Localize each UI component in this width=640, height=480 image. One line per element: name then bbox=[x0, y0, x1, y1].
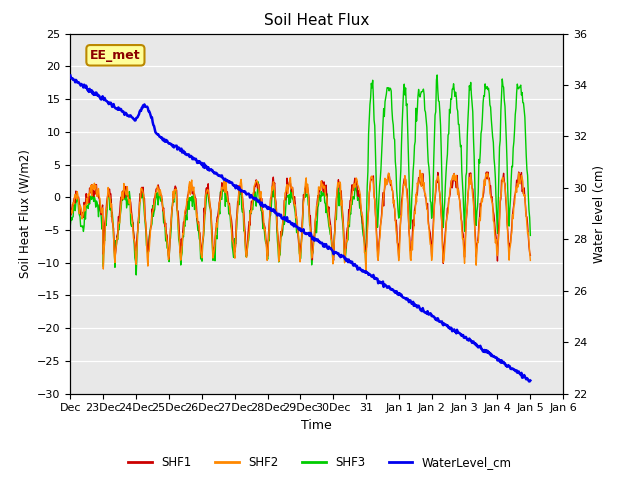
SHF2 bbox=[416, 167, 424, 173]
SHF2 bbox=[484, 176, 492, 182]
SHF1 bbox=[454, 187, 462, 193]
WaterLevel_cm bbox=[526, 379, 534, 384]
SHF2 bbox=[527, 258, 534, 264]
WaterLevel_cm bbox=[67, 72, 74, 78]
Text: EE_met: EE_met bbox=[90, 49, 141, 62]
SHF1 bbox=[79, 215, 87, 220]
SHF2 bbox=[79, 210, 87, 216]
SHF3 bbox=[527, 232, 534, 238]
SHF3 bbox=[132, 272, 140, 278]
X-axis label: Time: Time bbox=[301, 419, 332, 432]
SHF2 bbox=[217, 196, 225, 202]
Title: Soil Heat Flux: Soil Heat Flux bbox=[264, 13, 369, 28]
SHF1 bbox=[217, 190, 225, 196]
SHF2 bbox=[189, 187, 197, 192]
WaterLevel_cm bbox=[141, 104, 149, 109]
WaterLevel_cm bbox=[483, 349, 491, 355]
SHF3 bbox=[67, 222, 74, 228]
WaterLevel_cm bbox=[217, 173, 225, 179]
Y-axis label: Soil Heat Flux (W/m2): Soil Heat Flux (W/m2) bbox=[19, 149, 31, 278]
SHF3 bbox=[433, 72, 441, 78]
WaterLevel_cm bbox=[454, 329, 461, 335]
SHF2 bbox=[141, 217, 149, 223]
SHF3 bbox=[455, 121, 463, 127]
WaterLevel_cm bbox=[79, 84, 87, 90]
Line: SHF1: SHF1 bbox=[70, 172, 531, 264]
SHF1 bbox=[440, 261, 447, 266]
WaterLevel_cm bbox=[527, 378, 534, 384]
SHF2 bbox=[455, 193, 463, 199]
SHF1 bbox=[67, 207, 74, 213]
SHF3 bbox=[190, 191, 198, 197]
SHF1 bbox=[189, 185, 197, 191]
Y-axis label: Water level (cm): Water level (cm) bbox=[593, 165, 605, 263]
SHF1 bbox=[484, 169, 492, 175]
Legend: SHF1, SHF2, SHF3, WaterLevel_cm: SHF1, SHF2, SHF3, WaterLevel_cm bbox=[124, 452, 516, 474]
SHF3 bbox=[218, 196, 225, 202]
SHF2 bbox=[67, 213, 74, 218]
SHF2 bbox=[362, 270, 370, 276]
WaterLevel_cm bbox=[189, 155, 197, 160]
SHF1 bbox=[484, 176, 492, 182]
SHF3 bbox=[142, 228, 150, 234]
SHF3 bbox=[484, 85, 492, 91]
Line: WaterLevel_cm: WaterLevel_cm bbox=[70, 75, 531, 382]
SHF1 bbox=[141, 213, 149, 219]
Line: SHF3: SHF3 bbox=[70, 75, 531, 275]
Line: SHF2: SHF2 bbox=[70, 170, 531, 273]
SHF3 bbox=[79, 228, 87, 234]
SHF1 bbox=[527, 252, 534, 258]
